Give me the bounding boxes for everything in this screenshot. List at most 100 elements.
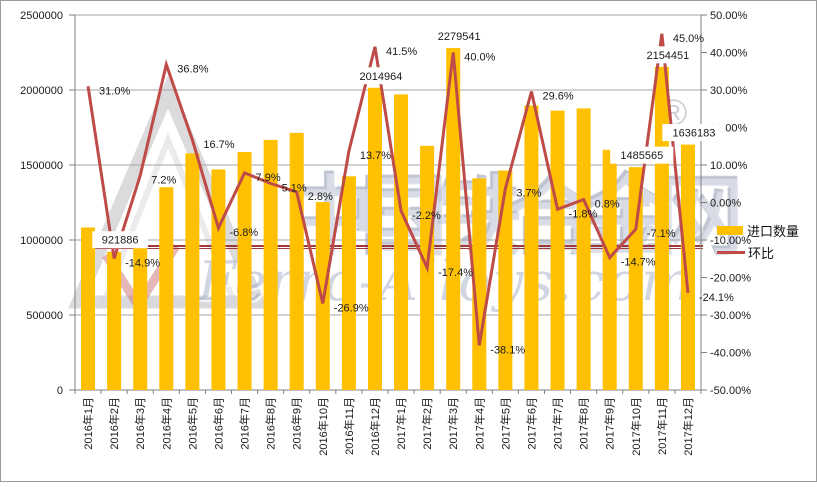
category-label: 2016年2月 [107, 397, 121, 450]
import-bar [394, 94, 409, 390]
import-bar [81, 227, 96, 390]
category-label: 2016年12月 [368, 397, 382, 456]
import-bar [211, 169, 226, 390]
legend-item-mom[interactable]: 环比 [717, 241, 799, 263]
mom-point-label: -24.1% [699, 292, 734, 304]
category-label: 2016年10月 [316, 397, 330, 456]
bar-value-label: 2154451 [646, 50, 689, 62]
category-label: 2017年2月 [420, 397, 434, 450]
right-axis-tick-label: 50.00% [710, 10, 748, 22]
legend-item-imports[interactable]: 进口数量 [717, 219, 799, 241]
bar-value-label: 1636183 [673, 128, 716, 140]
mom-point-label: 13.7% [360, 150, 391, 162]
import-bar [498, 170, 513, 390]
right-axis-tick-label: -30.00% [710, 310, 751, 322]
import-bar [576, 108, 591, 391]
right-axis-tick-label: -40.00% [710, 348, 751, 360]
import-bar [550, 110, 565, 390]
left-axis-tick-label: 500000 [26, 310, 63, 322]
category-label: 2017年3月 [446, 397, 460, 450]
legend-item-label: 进口数量 [747, 223, 800, 239]
mom-point-label: -26.9% [334, 302, 369, 314]
right-axis-tick-label: 10.00% [710, 160, 748, 172]
import-bar [602, 149, 617, 390]
left-axis-tick-label: 0 [57, 385, 63, 397]
import-bar [341, 176, 356, 390]
category-label: 2017年5月 [498, 397, 512, 450]
category-label: 2017年7月 [551, 397, 565, 450]
mom-point-label: 7.2% [151, 175, 176, 187]
mom-point-label: -2.2% [412, 210, 441, 222]
import-bar [680, 144, 695, 390]
import-bar [185, 153, 200, 390]
bar-value-label: 1485565 [620, 150, 663, 162]
left-axis-tick-label: 2500000 [20, 10, 63, 22]
category-label: 2017年11月 [655, 397, 669, 455]
category-label: 2017年8月 [577, 397, 591, 450]
import-bar [289, 132, 304, 390]
mom-point-label: -38.1% [490, 344, 525, 356]
mom-point-label: 40.0% [464, 52, 495, 64]
legend-line-swatch-icon [717, 250, 745, 254]
mom-point-label: 31.0% [99, 85, 130, 97]
mom-point-label: 16.7% [203, 139, 234, 151]
mom-point-label: 41.5% [386, 46, 417, 58]
mom-point-label: -14.9% [125, 257, 160, 269]
right-axis-tick-label: -50.00% [710, 385, 751, 397]
mom-point-label: 3.7% [516, 188, 541, 200]
category-label: 2016年3月 [133, 397, 147, 450]
mom-point-label: -14.7% [621, 257, 656, 269]
category-label: 2016年11月 [342, 397, 356, 455]
bar-value-label: 2014964 [360, 71, 403, 83]
mom-point-label: 29.6% [542, 91, 573, 103]
import-bar [367, 87, 382, 390]
import-bar [107, 251, 122, 390]
import-bar [446, 48, 461, 391]
right-axis-tick-label: 30.00% [710, 85, 748, 97]
mom-point-label: -1.8% [569, 208, 598, 220]
mom-point-label: -17.4% [438, 267, 473, 279]
mom-point-label: 7.9% [256, 172, 281, 184]
category-label: 2016年4月 [159, 397, 173, 450]
left-axis-tick-label: 1000000 [20, 235, 63, 247]
legend: 进口数量 环比 [717, 219, 799, 263]
category-label: 2016年5月 [185, 397, 199, 450]
bar-value-label-box [636, 46, 700, 64]
category-label: 2017年12月 [681, 397, 695, 456]
category-label: 2017年9月 [603, 397, 617, 450]
right-axis-tick-label: -10.00% [710, 235, 751, 247]
import-bar [524, 105, 539, 390]
mom-point-label: 2.8% [308, 191, 333, 203]
mom-point-label: 5.1% [282, 182, 307, 194]
bar-value-label: 2279541 [438, 31, 481, 43]
mom-point-label: 45.0% [673, 33, 704, 45]
mom-point-label: 0.8% [595, 199, 620, 211]
bar-value-label-box [610, 146, 674, 164]
category-label: 2017年10月 [629, 397, 643, 456]
category-label: 2016年8月 [264, 397, 278, 450]
mom-point-label: -6.8% [229, 227, 258, 239]
left-axis-tick-label: 1500000 [20, 160, 63, 172]
category-label: 2017年4月 [472, 397, 486, 450]
import-bar [237, 152, 252, 390]
category-label: 2016年1月 [81, 397, 95, 450]
legend-item-label: 环比 [748, 245, 775, 261]
category-label: 2017年6月 [524, 397, 538, 450]
right-axis-tick-label: 40.00% [710, 48, 748, 60]
mom-point-label: -7.1% [647, 228, 676, 240]
category-label: 2016年7月 [238, 397, 252, 450]
mom-point-label: 36.8% [177, 64, 208, 76]
category-label: 2017年1月 [394, 397, 408, 450]
bar-value-label: 921886 [102, 235, 139, 247]
import-bar [472, 178, 487, 390]
right-axis-tick-label: -20.00% [710, 273, 751, 285]
left-axis-tick-label: 2000000 [20, 85, 63, 97]
import-bar [628, 167, 643, 390]
bar-value-label-box [349, 67, 413, 85]
import-bar [159, 187, 174, 390]
category-label: 2016年9月 [290, 397, 304, 450]
category-label: 2016年6月 [211, 397, 225, 450]
bar-value-label-box [662, 124, 726, 142]
